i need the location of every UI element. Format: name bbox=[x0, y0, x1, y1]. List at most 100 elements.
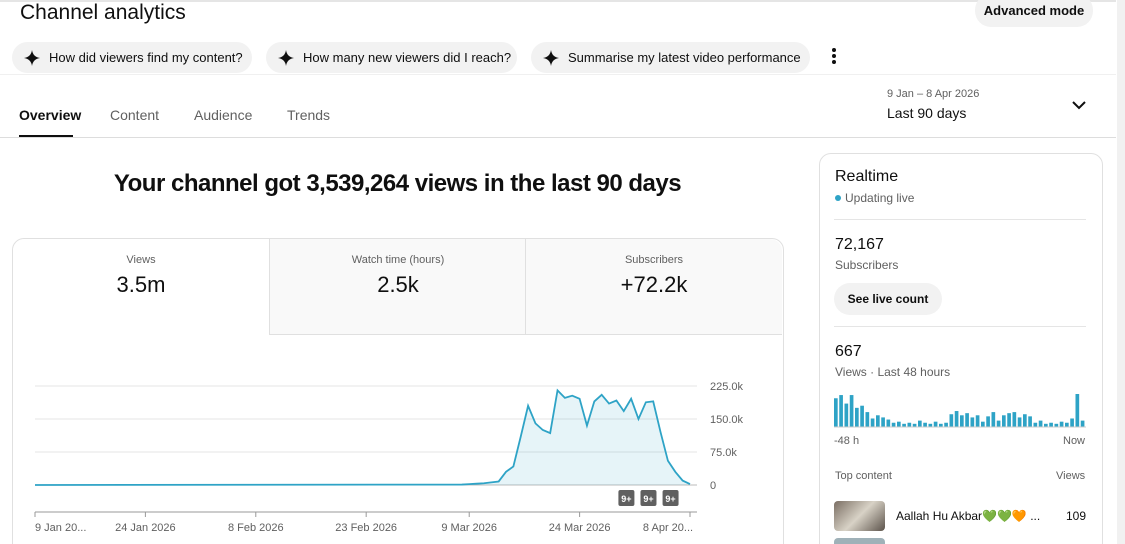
date-range-dates: 9 Jan – 8 Apr 2026 bbox=[887, 88, 980, 100]
bar bbox=[975, 415, 980, 427]
video-thumbnail[interactable] bbox=[834, 501, 885, 531]
bar bbox=[881, 417, 885, 427]
video-thumbnail[interactable] bbox=[834, 538, 885, 544]
bar bbox=[996, 420, 1001, 427]
tab[interactable]: Overview bbox=[19, 107, 82, 123]
x-tick-label: 8 Apr 20... bbox=[643, 522, 693, 534]
sparkle-icon bbox=[24, 49, 40, 66]
bar bbox=[1023, 414, 1027, 427]
bar bbox=[954, 411, 959, 427]
annotation-text: 9+ bbox=[665, 494, 675, 504]
line bbox=[34, 388, 691, 486]
x-tick-label: 9 Jan 20... bbox=[35, 522, 86, 534]
more-menu[interactable] bbox=[828, 46, 840, 66]
metric-label: Views bbox=[126, 254, 156, 266]
top-content-title: Top content bbox=[835, 470, 892, 482]
metric-value: +72.2k bbox=[620, 272, 688, 297]
suggestion-text: Summarise my latest video performance bbox=[568, 50, 801, 65]
bar bbox=[876, 415, 880, 427]
bar bbox=[965, 413, 969, 427]
bar bbox=[944, 422, 948, 427]
bar bbox=[918, 420, 922, 427]
divider bbox=[834, 326, 1086, 327]
bar bbox=[960, 415, 964, 427]
top-edge bbox=[0, 0, 1116, 2]
x-tick-label: 24 Mar 2026 bbox=[549, 522, 611, 534]
tabs-border bbox=[0, 137, 1116, 138]
annotation-text: 9+ bbox=[643, 494, 653, 504]
rt-x-start: -48 h bbox=[834, 435, 860, 447]
video-views: 109 bbox=[1066, 509, 1087, 523]
annotation-badge bbox=[640, 490, 657, 506]
dropdown-chevron[interactable] bbox=[1072, 100, 1086, 110]
bar bbox=[855, 407, 859, 427]
x-tick-label: 23 Feb 2026 bbox=[335, 522, 397, 534]
metric-tab[interactable]: Subscribers +72.2k bbox=[525, 239, 782, 335]
suggestion-chip[interactable]: Summarise my latest video performance bbox=[531, 42, 810, 73]
bar bbox=[1017, 417, 1022, 427]
see-live-count-button[interactable]: See live count bbox=[834, 283, 942, 315]
bar bbox=[849, 395, 854, 427]
bar bbox=[1012, 412, 1017, 427]
metric-label: Subscribers bbox=[624, 254, 684, 266]
tab[interactable]: Content bbox=[110, 107, 160, 123]
sparkle-icon bbox=[278, 49, 294, 66]
metric-tab[interactable]: Watch time (hours) 2.5k bbox=[269, 239, 526, 335]
bar bbox=[933, 421, 938, 427]
live-dot bbox=[835, 195, 841, 201]
sparkle-icon bbox=[543, 49, 559, 66]
y-tick-label: 225.0k bbox=[710, 381, 744, 393]
suggestion-text: How did viewers find my content? bbox=[49, 50, 243, 65]
bar bbox=[949, 414, 954, 427]
bar bbox=[1054, 423, 1059, 427]
bar bbox=[860, 405, 864, 427]
bar bbox=[1002, 415, 1006, 427]
bar bbox=[1059, 421, 1064, 427]
views-chart: 0 75.0k 150.0k 225.0k 9 Jan 20... 24 Jan 2026… bbox=[34, 381, 744, 534]
metric-value: 3.5m bbox=[116, 272, 166, 297]
advanced-mode-button[interactable]: Advanced mode bbox=[975, 0, 1093, 27]
area-fill bbox=[35, 390, 690, 485]
bar bbox=[886, 419, 891, 427]
scrollbar[interactable] bbox=[1117, 0, 1125, 544]
annotation-badge bbox=[662, 490, 679, 506]
realtime-status: Updating live bbox=[845, 191, 915, 205]
bar bbox=[912, 423, 917, 427]
bar bbox=[939, 423, 943, 427]
views-count: 667 bbox=[835, 343, 862, 360]
bar bbox=[1028, 416, 1032, 427]
tab-underline bbox=[19, 135, 73, 137]
annotation-text: 9+ bbox=[621, 494, 631, 504]
tab[interactable]: Trends bbox=[287, 107, 331, 123]
bar bbox=[897, 421, 901, 427]
bar bbox=[865, 412, 870, 427]
top-content-column: Views bbox=[1056, 470, 1086, 482]
suggestion-chip[interactable]: How did viewers find my content? bbox=[12, 42, 252, 73]
date-range-label[interactable]: Last 90 days bbox=[887, 105, 967, 121]
suggestion-chip[interactable]: How many new viewers did I reach? bbox=[266, 42, 517, 73]
bar bbox=[1007, 413, 1011, 427]
bar bbox=[981, 421, 985, 427]
views-label: Views · Last 48 hours bbox=[835, 365, 951, 379]
bar bbox=[1049, 422, 1053, 427]
bar bbox=[986, 416, 990, 427]
annotation-badge bbox=[618, 490, 635, 506]
bar bbox=[1038, 420, 1043, 427]
tab[interactable]: Audience bbox=[194, 107, 253, 123]
video-title[interactable]: Aallah Hu Akbar💚💚🧡 ... bbox=[896, 509, 1041, 523]
bar bbox=[1065, 422, 1069, 427]
metric-label: Watch time (hours) bbox=[351, 254, 445, 266]
metric-tab[interactable]: Views 3.5m bbox=[13, 239, 269, 335]
realtime-title: Realtime bbox=[835, 168, 899, 185]
bar bbox=[1080, 420, 1085, 427]
headline: Your channel got 3,539,264 views in the … bbox=[113, 170, 682, 197]
page-title: Channel analytics bbox=[20, 1, 186, 24]
bar bbox=[1075, 394, 1080, 427]
bar bbox=[928, 423, 933, 427]
divider bbox=[834, 219, 1086, 220]
subscriber-label: Subscribers bbox=[835, 258, 899, 272]
bar bbox=[891, 422, 896, 427]
bar bbox=[991, 412, 996, 427]
